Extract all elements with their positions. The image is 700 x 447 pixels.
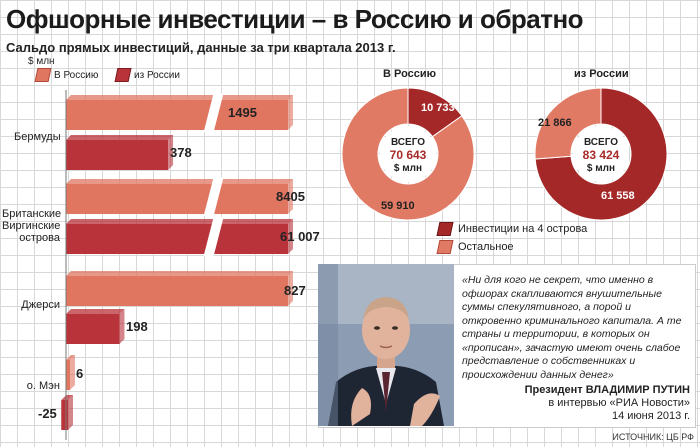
donut-in-unit: $ млн bbox=[393, 163, 423, 174]
donut-in-chart bbox=[341, 87, 475, 221]
donut-out-total: 83 424 bbox=[582, 148, 620, 162]
quote-text: «Ни для кого не секрет, что именно в офш… bbox=[462, 274, 682, 381]
unit-label: $ млн bbox=[28, 56, 55, 67]
donut-out-title: из России bbox=[574, 68, 629, 80]
attribution-source: в интервью «РИА Новости» bbox=[548, 397, 690, 409]
legend-in-label: В Россию bbox=[54, 69, 99, 81]
bar-jersey-in bbox=[66, 271, 293, 306]
value-label-bermuda-in: 1495 bbox=[228, 105, 257, 120]
donut-legend-other-label: Остальное bbox=[458, 241, 514, 253]
value-label-man-out: -25 bbox=[38, 406, 57, 421]
donut-out-chart bbox=[534, 87, 668, 221]
category-label-man: о. Мэн bbox=[26, 380, 60, 392]
legend-in: В Россию bbox=[34, 68, 99, 82]
bar-man-out bbox=[61, 395, 73, 430]
donut-in-label-offshore: 10 733 bbox=[421, 102, 455, 114]
donut-legend-offshore-label: Инвестиции на 4 острова bbox=[458, 223, 588, 235]
category-label-bermuda: Бермуды bbox=[14, 131, 61, 143]
value-label-bvi-in: 8405 bbox=[276, 189, 305, 204]
donut-in-label-other: 59 910 bbox=[381, 200, 415, 212]
donut-in-center-top: ВСЕГО bbox=[390, 137, 426, 148]
donut-in-title: В Россию bbox=[383, 68, 437, 80]
bar-bvi-out bbox=[66, 217, 293, 256]
category-label-bvi: Британские Виргинские острова bbox=[2, 208, 62, 244]
bar-bermuda-in bbox=[66, 93, 293, 132]
bar-man-in bbox=[66, 355, 75, 390]
bar-chart bbox=[61, 90, 293, 440]
donut-in-total: 70 643 bbox=[389, 148, 427, 162]
donut-legend-offshore-swatch bbox=[436, 222, 454, 236]
donut-out-label-other: 21 866 bbox=[538, 117, 572, 129]
quote-attribution: Президент ВЛАДИМИР ПУТИН в интервью «РИА… bbox=[460, 384, 690, 423]
value-label-bermuda-out: 378 bbox=[170, 145, 192, 160]
donutOut-slice-1 bbox=[534, 87, 602, 160]
data-source: ИСТОЧНИК: ЦБ РФ bbox=[612, 432, 694, 442]
attribution-date: 14 июня 2013 г. bbox=[611, 410, 690, 422]
speaker-photo bbox=[318, 264, 454, 426]
donut-legend-offshore: Инвестиции на 4 острова bbox=[436, 222, 588, 236]
category-label-jersey: Джерси bbox=[21, 299, 60, 311]
donutIn-slice-1 bbox=[341, 87, 475, 221]
value-label-jersey-in: 827 bbox=[284, 283, 306, 298]
donut-out-unit: $ млн bbox=[586, 163, 616, 174]
attribution-name: Президент ВЛАДИМИР ПУТИН bbox=[524, 384, 690, 396]
value-label-man-in: 6 bbox=[76, 366, 84, 381]
page-subtitle: Сальдо прямых инвестиций, данные за три … bbox=[6, 40, 396, 55]
donut-out-label-offshore: 61 558 bbox=[601, 190, 635, 202]
legend-out: из России bbox=[114, 68, 180, 82]
donutOut-slice-0 bbox=[534, 87, 668, 221]
bar-bermuda-out bbox=[66, 135, 174, 170]
donut-legend-other-swatch bbox=[436, 240, 454, 254]
value-label-bvi-out: 61 007 bbox=[280, 229, 320, 244]
donut-out-center: ВСЕГО 83 424 $ млн bbox=[571, 136, 631, 175]
page-title: Офшорные инвестиции – в Россию и обратно bbox=[6, 4, 584, 34]
donut-in-center: ВСЕГО 70 643 $ млн bbox=[378, 136, 438, 175]
donut-out-center-top: ВСЕГО bbox=[583, 137, 619, 148]
legend-out-label: из России bbox=[134, 69, 180, 81]
bar-jersey-out bbox=[66, 309, 125, 344]
value-label-jersey-out: 198 bbox=[126, 319, 148, 334]
donut-legend-other: Остальное bbox=[436, 240, 514, 254]
bar-bvi-in bbox=[66, 177, 293, 216]
